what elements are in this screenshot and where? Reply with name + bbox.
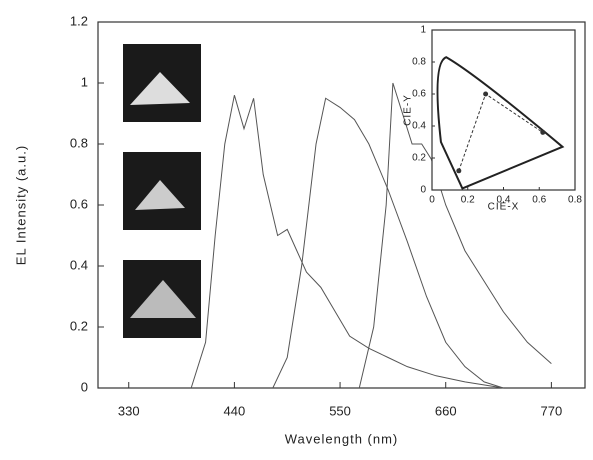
plot-frame <box>431 29 576 191</box>
x-axis-label: Wavelength (nm) <box>285 431 399 446</box>
photo-shape <box>135 180 185 210</box>
series-line <box>358 82 552 389</box>
photo-shape <box>130 280 196 318</box>
photo-shape <box>130 72 190 105</box>
y-tick-label: 0.6 <box>412 89 426 100</box>
y-tick-label: 1 <box>420 25 426 36</box>
x-axis-label: CIE-X <box>488 202 520 213</box>
y-tick-label: 0.8 <box>70 135 88 150</box>
y-tick-label: 0 <box>81 379 88 394</box>
y-tick-label: 0.6 <box>70 196 88 211</box>
spectrum-locus <box>436 56 565 190</box>
y-tick-label: 0.2 <box>412 153 426 164</box>
photo-insets <box>123 44 201 338</box>
y-axis-label: CIE-Y <box>403 94 414 126</box>
y-tick-label: 0.4 <box>70 257 88 272</box>
y-tick-label: 0.4 <box>412 121 426 132</box>
x-tick-label: 0.8 <box>568 195 582 206</box>
y-tick-label: 1 <box>81 74 88 89</box>
series-line <box>190 95 504 389</box>
y-tick-label: 0.2 <box>70 318 88 333</box>
x-tick-label: 770 <box>541 403 563 418</box>
x-tick-label: 0.4 <box>497 195 511 206</box>
x-tick-label: 0 <box>429 195 435 206</box>
x-tick-label: 550 <box>329 403 351 418</box>
x-tick-label: 330 <box>118 403 140 418</box>
y-tick-label: 0 <box>420 185 426 196</box>
x-tick-label: 440 <box>224 403 246 418</box>
y-tick-label: 1.2 <box>70 13 88 28</box>
x-tick-label: 0.2 <box>461 195 475 206</box>
x-tick-label: 660 <box>435 403 457 418</box>
cie-point <box>456 168 462 174</box>
x-tick-label: 0.6 <box>532 195 546 206</box>
cie-point <box>540 129 546 135</box>
cie-point <box>483 91 489 97</box>
y-axis-label: EL Intensity (a.u.) <box>13 145 28 265</box>
y-tick-label: 0.8 <box>412 57 426 68</box>
series-line <box>272 97 504 389</box>
